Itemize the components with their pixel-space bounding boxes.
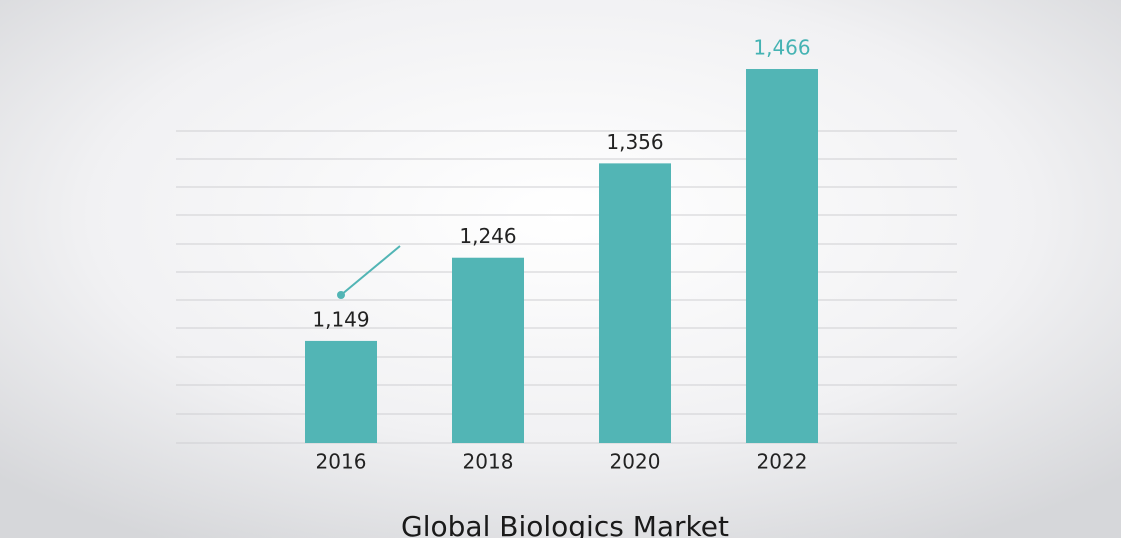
bar — [746, 69, 818, 444]
value-label: 1,149 — [312, 307, 369, 331]
value-label: 1,356 — [606, 130, 663, 154]
x-tick-label: 2022 — [757, 450, 808, 474]
bar — [599, 163, 671, 443]
x-tick-label: 2020 — [610, 450, 661, 474]
bar — [452, 257, 524, 443]
value-label: 1,246 — [459, 224, 516, 248]
x-tick-label: 2016 — [316, 450, 367, 474]
axis-break-line — [340, 245, 401, 296]
value-label: 1,466 — [753, 36, 810, 60]
x-tick-label: 2018 — [463, 450, 514, 474]
axis-break-dot — [337, 291, 345, 299]
chart-title: Global Biologics Market — [401, 510, 729, 538]
bar — [305, 340, 377, 443]
